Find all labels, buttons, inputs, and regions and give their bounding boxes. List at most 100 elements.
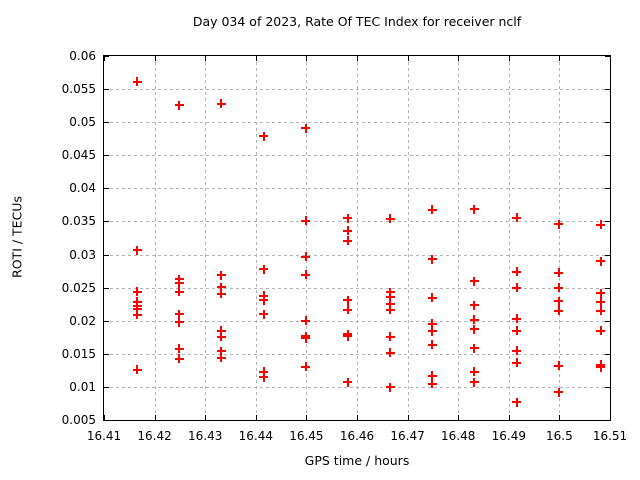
data-point-marker <box>596 220 606 230</box>
x-tick-mark <box>306 415 308 420</box>
x-tick-mark <box>205 56 207 61</box>
data-point-marker <box>469 204 479 214</box>
y-tick-mark <box>104 188 109 190</box>
y-gridline <box>104 254 610 256</box>
data-point-marker <box>469 343 479 353</box>
data-point-marker <box>301 316 311 326</box>
data-point-marker <box>427 205 437 215</box>
data-point-marker <box>301 252 311 262</box>
data-point-marker <box>596 362 606 372</box>
y-axis-label: ROTI / TECUs <box>9 196 25 278</box>
x-tick-mark <box>610 415 611 420</box>
data-point-marker <box>469 300 479 310</box>
data-point-marker <box>385 299 395 309</box>
data-point-marker <box>174 317 184 327</box>
data-point-marker <box>469 276 479 286</box>
data-point-marker <box>132 245 142 255</box>
data-point-marker <box>385 332 395 342</box>
x-tick-mark <box>508 415 510 420</box>
x-tick-label: 16.48 <box>441 429 476 443</box>
data-point-marker <box>427 371 437 381</box>
data-point-marker <box>132 304 142 314</box>
data-point-marker <box>385 287 395 297</box>
data-point-marker <box>174 278 184 287</box>
data-point-marker <box>427 340 437 350</box>
x-gridline <box>255 56 257 420</box>
y-tick-mark <box>605 188 610 190</box>
data-point-marker <box>301 333 311 343</box>
data-point-marker <box>596 306 606 316</box>
data-point-marker <box>512 267 522 277</box>
data-point-marker <box>385 292 395 302</box>
x-tick-mark <box>610 56 611 61</box>
x-gridline <box>357 56 358 420</box>
x-tick-mark <box>559 415 561 420</box>
data-point-marker <box>469 315 479 325</box>
data-point-marker <box>427 293 437 303</box>
x-tick-mark <box>255 56 257 61</box>
x-tick-mark <box>508 56 510 61</box>
data-point-marker <box>343 331 353 341</box>
data-point-marker <box>385 382 395 392</box>
y-tick-mark <box>605 155 610 157</box>
y-tick-mark <box>104 122 109 124</box>
x-tick-label: 16.51 <box>592 429 628 443</box>
y-tick-mark <box>104 221 109 223</box>
data-point-marker <box>385 348 395 358</box>
x-tick-mark <box>559 56 561 61</box>
data-point-marker <box>216 282 226 292</box>
data-point-marker <box>259 295 269 305</box>
x-gridline <box>458 56 460 420</box>
y-tick-mark <box>605 56 610 57</box>
x-tick-mark <box>357 56 358 61</box>
y-tick-label: 0.03 <box>69 247 96 262</box>
y-tick-mark <box>104 386 109 388</box>
y-gridline <box>104 155 610 157</box>
data-point-marker <box>259 131 269 141</box>
x-gridline <box>205 56 207 420</box>
data-point-marker <box>554 361 564 371</box>
x-tick-label: 16.45 <box>289 429 324 443</box>
data-point-marker <box>259 309 269 319</box>
y-tick-mark <box>104 420 109 421</box>
data-point-marker <box>301 362 311 372</box>
data-point-marker <box>216 332 226 342</box>
data-point-marker <box>554 268 564 278</box>
y-gridline <box>104 353 610 355</box>
data-point-marker <box>259 372 269 382</box>
data-point-marker <box>512 358 522 368</box>
data-point-marker <box>469 324 479 334</box>
data-point-marker <box>512 314 522 324</box>
chart-title: Day 034 of 2023, Rate Of TEC Index for r… <box>192 14 522 29</box>
x-gridline <box>508 56 510 420</box>
data-point-marker <box>554 219 564 229</box>
y-tick-mark <box>104 56 109 57</box>
data-point-marker <box>174 100 184 110</box>
data-point-marker <box>427 254 437 264</box>
data-point-marker <box>216 270 226 280</box>
data-point-marker <box>216 99 226 109</box>
y-tick-label: 0.055 <box>61 82 96 97</box>
y-tick-mark <box>104 287 109 289</box>
data-point-marker <box>174 354 184 364</box>
x-tick-label: 16.46 <box>339 429 375 443</box>
y-tick-label: 0.015 <box>61 346 96 361</box>
y-tick-mark <box>605 89 610 91</box>
y-gridline <box>104 89 610 91</box>
data-point-marker <box>174 309 184 319</box>
data-point-marker <box>385 305 395 315</box>
y-tick-mark <box>605 221 610 223</box>
y-gridline <box>104 386 610 388</box>
plot-area <box>103 55 611 421</box>
x-tick-mark <box>104 415 105 420</box>
data-point-marker <box>427 379 437 389</box>
x-tick-label: 16.47 <box>390 429 425 443</box>
x-tick-mark <box>154 415 156 420</box>
y-tick-mark <box>104 254 109 256</box>
y-tick-mark <box>605 353 610 355</box>
data-point-marker <box>132 287 142 297</box>
data-point-marker <box>427 319 437 329</box>
data-point-marker <box>554 296 564 306</box>
data-point-marker <box>343 236 353 246</box>
